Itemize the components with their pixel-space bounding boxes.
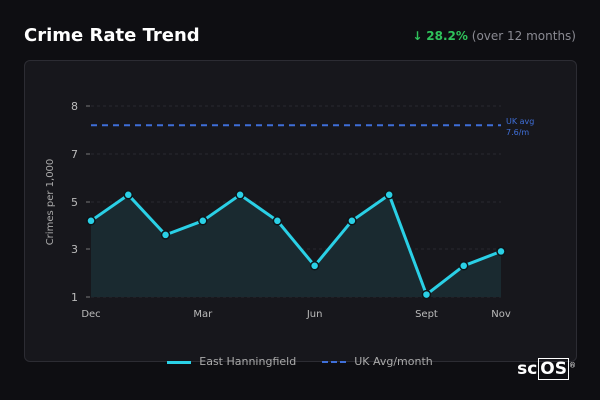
legend-label: East Hanningfield — [199, 355, 297, 368]
data-point — [421, 289, 432, 300]
legend-item-series[interactable]: East Hanningfield — [167, 355, 296, 368]
data-point — [235, 190, 245, 200]
chart-title: Crime Rate Trend — [24, 25, 200, 46]
trend-delta: ↓ 28.2% (over 12 months) — [412, 29, 576, 43]
data-point — [496, 246, 506, 257]
legend-label: UK Avg/month — [354, 355, 433, 368]
y-tick-label: 8 — [71, 100, 78, 113]
data-point — [347, 216, 357, 226]
y-tick-label: 3 — [71, 243, 78, 256]
legend: East Hanningfield UK Avg/month — [0, 355, 600, 368]
x-tick-label: Mar — [193, 309, 213, 320]
series-area — [91, 194, 501, 297]
y-tick-label: 7 — [71, 148, 78, 161]
x-tick-label: Sept — [415, 309, 438, 320]
y-tick-label: 5 — [71, 196, 78, 209]
data-point — [272, 216, 283, 226]
delta-note: (over 12 months) — [471, 29, 576, 43]
y-tick-label: 1 — [71, 291, 78, 304]
delta-percent: 28.2% — [426, 29, 468, 43]
scos-logo: sc OS ® — [517, 358, 576, 380]
uk-average-label: UK avg — [506, 117, 534, 126]
data-point — [458, 261, 469, 271]
delta-arrow: ↓ — [412, 29, 423, 43]
x-tick-label: Jun — [306, 309, 323, 320]
data-point — [123, 190, 134, 200]
legend-item-uk[interactable]: UK Avg/month — [322, 355, 433, 368]
uk-average-value: 7.6/m — [506, 128, 529, 137]
data-point — [198, 216, 208, 226]
data-point — [86, 216, 96, 226]
data-point — [384, 190, 394, 200]
x-tick-label: Nov — [491, 309, 511, 320]
data-point — [309, 261, 320, 271]
x-tick-label: Dec — [81, 309, 100, 320]
y-axis-label: Crimes per 1,000 — [45, 159, 56, 246]
data-point — [160, 230, 171, 240]
series-line — [90, 193, 502, 297]
